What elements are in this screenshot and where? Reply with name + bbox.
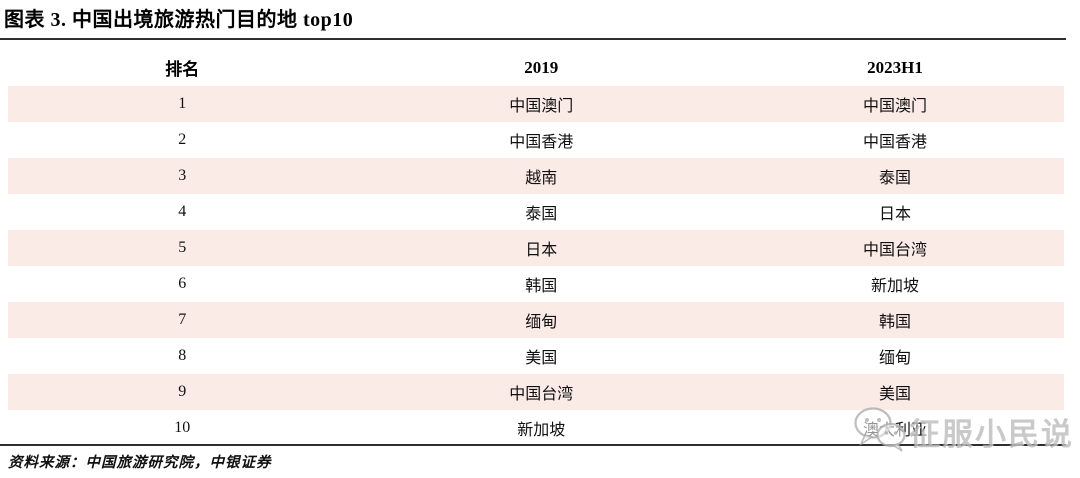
column-header-2019: 2019 [356,49,727,86]
source-note: 资料来源：中国旅游研究院，中银证券 [8,455,272,471]
dest-2023h1-cell: 泰国 [726,158,1064,194]
table-row: 3 越南 泰国 [8,158,1064,194]
dest-2023h1-cell: 中国台湾 [726,230,1064,266]
rank-cell: 9 [8,374,357,410]
table-row: 1 中国澳门 中国澳门 [8,86,1064,122]
table-row: 2 中国香港 中国香港 [8,122,1064,158]
dest-2019-cell: 新加坡 [356,410,727,446]
dest-2019-cell: 泰国 [356,194,727,230]
table-row: 6 韩国 新加坡 [8,266,1064,302]
rank-cell: 1 [8,86,357,122]
rank-cell: 4 [8,194,357,230]
dest-2023h1-cell: 韩国 [726,302,1064,338]
rank-cell: 7 [8,302,357,338]
rank-cell: 6 [8,266,357,302]
dest-2023h1-cell: 新加坡 [726,266,1064,302]
figure-title: 图表 3. 中国出境旅游热门目的地 top10 [4,9,354,31]
dest-2019-cell: 缅甸 [356,302,727,338]
dest-2023h1-cell: 美国 [726,374,1064,410]
table-row: 7 缅甸 韩国 [8,302,1064,338]
column-header-rank: 排名 [8,49,357,86]
rank-cell: 8 [8,338,357,374]
rank-cell: 10 [8,410,357,446]
dest-2019-cell: 中国香港 [356,122,727,158]
dest-2023h1-cell: 中国香港 [726,122,1064,158]
column-header-2023h1: 2023H1 [726,49,1064,86]
footer-rule [0,444,1066,446]
rank-cell: 5 [8,230,357,266]
table-row: 8 美国 缅甸 [8,338,1064,374]
dest-2019-cell: 越南 [356,158,727,194]
dest-2023h1-cell: 澳大利亚 [726,410,1064,446]
rank-cell: 3 [8,158,357,194]
dest-2023h1-cell: 缅甸 [726,338,1064,374]
dest-2023h1-cell: 日本 [726,194,1064,230]
destinations-table: 排名 2019 2023H1 1 中国澳门 中国澳门 2 中国香港 中国香港 3… [8,49,1064,446]
dest-2019-cell: 日本 [356,230,727,266]
dest-2019-cell: 韩国 [356,266,727,302]
table-header-row: 排名 2019 2023H1 [8,49,1064,86]
dest-2019-cell: 美国 [356,338,727,374]
table-row: 10 新加坡 澳大利亚 [8,410,1064,446]
dest-2019-cell: 中国澳门 [356,86,727,122]
dest-2019-cell: 中国台湾 [356,374,727,410]
rank-cell: 2 [8,122,357,158]
table-row: 4 泰国 日本 [8,194,1064,230]
table-row: 5 日本 中国台湾 [8,230,1064,266]
table-row: 9 中国台湾 美国 [8,374,1064,410]
title-rule [0,38,1066,40]
dest-2023h1-cell: 中国澳门 [726,86,1064,122]
